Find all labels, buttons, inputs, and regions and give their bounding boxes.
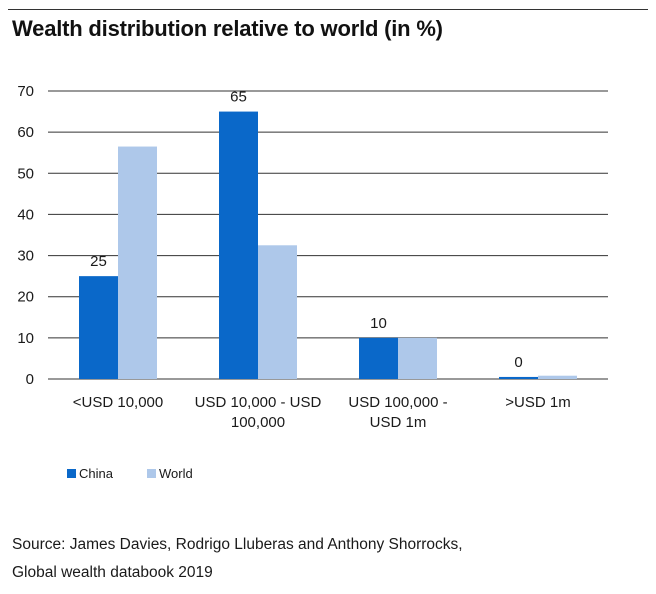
x-tick-label-0-0: <USD 10,000 xyxy=(73,394,163,411)
legend-swatch-china xyxy=(67,469,76,478)
x-axis-ticks: <USD 10,000 USD 10,000 - USD 100,000 USD 10… xyxy=(73,394,571,431)
source-line-2: Global wealth databook 2019 xyxy=(12,564,213,581)
data-label-china-2: 10 xyxy=(370,315,387,332)
bar-china-3 xyxy=(499,376,538,379)
legend-swatch-world xyxy=(146,469,156,478)
source-note: Source: James Davies, Rodrigo Lluberas a… xyxy=(12,531,463,587)
x-tick-label-1-0: USD 10,000 - USD xyxy=(195,394,322,411)
bar-china-0 xyxy=(79,276,118,379)
y-tick-label-40: 40 xyxy=(17,206,34,223)
y-tick-label-10: 10 xyxy=(17,330,34,347)
legend-item-china: China xyxy=(67,466,113,481)
bar-world-0 xyxy=(118,146,157,379)
data-label-china-1: 65 xyxy=(230,89,247,106)
top-rule xyxy=(8,9,648,10)
x-tick-label-2-1: USD 1m xyxy=(370,414,427,431)
y-tick-label-30: 30 xyxy=(17,248,34,265)
legend: China World xyxy=(67,466,227,481)
bar-world-1 xyxy=(258,245,297,379)
legend-item-world: World xyxy=(146,466,193,481)
y-tick-label-70: 70 xyxy=(17,83,34,100)
legend-label-china: China xyxy=(79,466,113,481)
bar-world-3 xyxy=(538,375,577,379)
data-labels: 25 65 10 0 xyxy=(90,89,523,371)
bar-world-2 xyxy=(398,337,437,379)
x-tick-label-3-0: >USD 1m xyxy=(505,394,570,411)
source-line-1: Source: James Davies, Rodrigo Lluberas a… xyxy=(12,536,463,553)
y-tick-label-0: 0 xyxy=(26,371,34,388)
x-tick-label-2-0: USD 100,000 - xyxy=(348,394,447,411)
bar-china-2 xyxy=(359,337,398,379)
y-tick-label-50: 50 xyxy=(17,165,34,182)
chart-title: Wealth distribution relative to world (i… xyxy=(12,16,443,41)
y-tick-label-20: 20 xyxy=(17,289,34,306)
bar-china-1 xyxy=(219,111,258,380)
x-tick-label-1-1: 100,000 xyxy=(231,414,285,431)
data-label-china-3: 0 xyxy=(514,354,522,371)
bars xyxy=(79,111,577,380)
y-axis-ticks: 0 10 20 30 40 50 60 70 xyxy=(17,83,34,388)
legend-label-world: World xyxy=(158,466,193,481)
y-tick-label-60: 60 xyxy=(17,124,34,141)
data-label-china-0: 25 xyxy=(90,253,107,270)
